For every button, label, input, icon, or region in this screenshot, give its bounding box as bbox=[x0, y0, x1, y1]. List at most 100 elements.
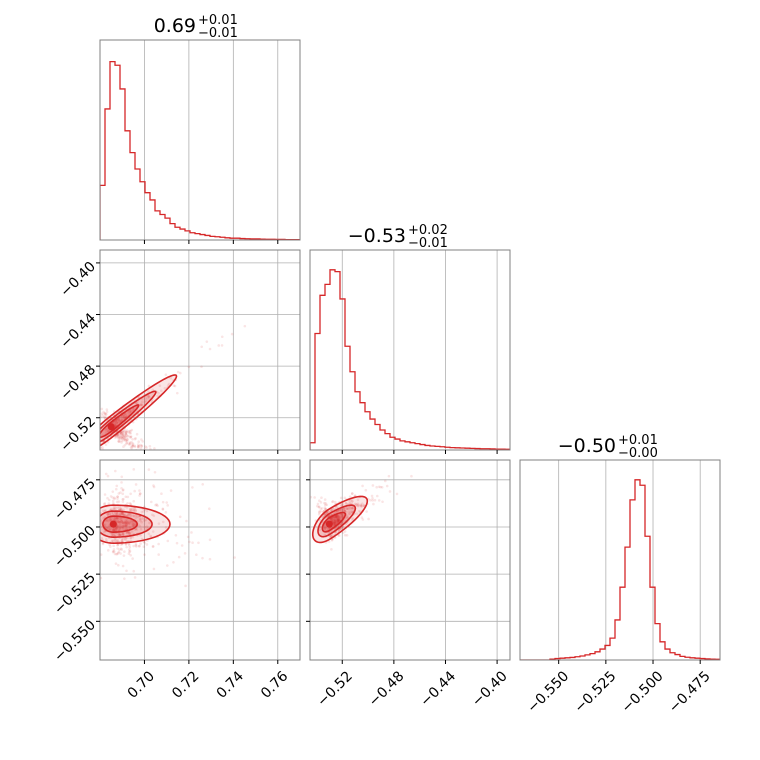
scatter-point bbox=[96, 446, 99, 449]
scatter-point bbox=[114, 423, 117, 427]
scatter-point bbox=[101, 414, 104, 418]
scatter-point bbox=[346, 514, 349, 518]
scatter-point bbox=[377, 499, 381, 502]
scatter-point bbox=[342, 509, 345, 512]
scatter-point bbox=[94, 394, 97, 397]
scatter-point bbox=[184, 584, 187, 588]
scatter-point bbox=[128, 545, 132, 549]
scatter-point bbox=[125, 441, 128, 445]
scatter-point bbox=[165, 501, 169, 504]
panel-frame bbox=[99, 459, 301, 661]
scatter-point bbox=[385, 484, 389, 488]
scatter-point bbox=[114, 528, 117, 532]
scatter-point bbox=[118, 520, 122, 524]
scatter-point bbox=[121, 512, 124, 516]
scatter-point bbox=[153, 470, 157, 474]
panel-1-1: −0.53 +0.02−0.01 bbox=[309, 223, 511, 454]
scatter-point bbox=[145, 509, 149, 513]
scatter-point bbox=[121, 437, 124, 441]
scatter-point bbox=[115, 516, 118, 520]
mode-point bbox=[325, 520, 333, 528]
scatter-point bbox=[104, 472, 108, 476]
scatter-point bbox=[128, 451, 131, 454]
scatter-point bbox=[127, 434, 130, 438]
scatter-point bbox=[333, 520, 337, 524]
scatter-point bbox=[119, 436, 123, 439]
scatter-point bbox=[113, 517, 117, 520]
scatter-point bbox=[125, 523, 128, 527]
scatter-point bbox=[146, 453, 149, 456]
contour-level-2 bbox=[311, 495, 369, 544]
scatter-point bbox=[310, 495, 313, 499]
panel-title-minus: −0.01 bbox=[198, 26, 238, 41]
scatter-point bbox=[125, 523, 128, 526]
scatter-point bbox=[333, 520, 336, 524]
scatter-point bbox=[144, 396, 148, 400]
scatter-point bbox=[331, 500, 335, 503]
scatter-point bbox=[340, 508, 343, 511]
scatter-point bbox=[124, 432, 128, 436]
scatter-point bbox=[345, 507, 349, 510]
scatter-point bbox=[111, 511, 115, 515]
scatter-point bbox=[119, 434, 123, 438]
scatter-point bbox=[339, 496, 343, 500]
scatter-point bbox=[109, 518, 112, 522]
scatter-point bbox=[93, 465, 96, 468]
y-tick-label: −0.500 bbox=[51, 523, 99, 571]
scatter-point bbox=[323, 526, 326, 530]
scatter-point bbox=[106, 456, 109, 459]
scatter-point bbox=[113, 420, 116, 424]
x-tick-label: 0.74 bbox=[214, 668, 247, 701]
scatter-point bbox=[324, 527, 327, 530]
scatter-point bbox=[350, 499, 354, 503]
scatter-point bbox=[330, 517, 334, 521]
scatter-point bbox=[114, 511, 117, 515]
scatter-point bbox=[124, 432, 128, 436]
scatter-point bbox=[117, 437, 120, 440]
scatter-point bbox=[369, 498, 372, 502]
scatter-point bbox=[140, 400, 144, 404]
scatter-point bbox=[122, 554, 126, 557]
scatter-point bbox=[347, 507, 350, 511]
scatter-point bbox=[122, 434, 125, 438]
scatter-point bbox=[371, 497, 374, 500]
scatter-point bbox=[120, 525, 124, 529]
scatter-point bbox=[140, 462, 143, 465]
scatter-point bbox=[334, 506, 338, 509]
scatter-point bbox=[127, 542, 131, 546]
scatter-point bbox=[320, 496, 323, 500]
x-tick-label: 0.70 bbox=[125, 668, 158, 701]
scatter-point bbox=[129, 553, 132, 557]
scatter-point bbox=[111, 528, 115, 532]
histogram-0.70-line bbox=[100, 60, 300, 240]
scatter-point bbox=[151, 530, 155, 533]
scatter-point bbox=[116, 512, 119, 516]
scatter-point bbox=[135, 514, 138, 517]
scatter-point bbox=[139, 533, 142, 537]
scatter-point bbox=[124, 524, 127, 528]
scatter-point bbox=[318, 511, 321, 514]
scatter-point bbox=[323, 498, 327, 501]
scatter-point bbox=[149, 462, 152, 465]
scatter-point bbox=[142, 540, 146, 544]
scatter-point bbox=[128, 410, 131, 413]
scatter-point bbox=[139, 527, 143, 531]
scatter-point bbox=[313, 496, 316, 499]
x-tick-label: 0.76 bbox=[258, 668, 291, 701]
scatter-point bbox=[119, 518, 123, 521]
scatter-point bbox=[336, 514, 339, 518]
scatter-point bbox=[345, 515, 349, 519]
scatter-point bbox=[94, 463, 97, 466]
panel-title-plus: +0.02 bbox=[408, 223, 448, 238]
scatter-point bbox=[121, 492, 125, 496]
scatter-point bbox=[156, 504, 159, 507]
scatter-point bbox=[131, 523, 135, 527]
scatter-point bbox=[143, 525, 147, 529]
scatter-point bbox=[176, 391, 179, 395]
scatter-point bbox=[132, 509, 136, 513]
scatter-point bbox=[105, 452, 108, 455]
scatter-point bbox=[118, 517, 122, 520]
scatter-point bbox=[123, 521, 127, 525]
scatter-point bbox=[125, 569, 128, 573]
scatter-point bbox=[116, 497, 119, 500]
